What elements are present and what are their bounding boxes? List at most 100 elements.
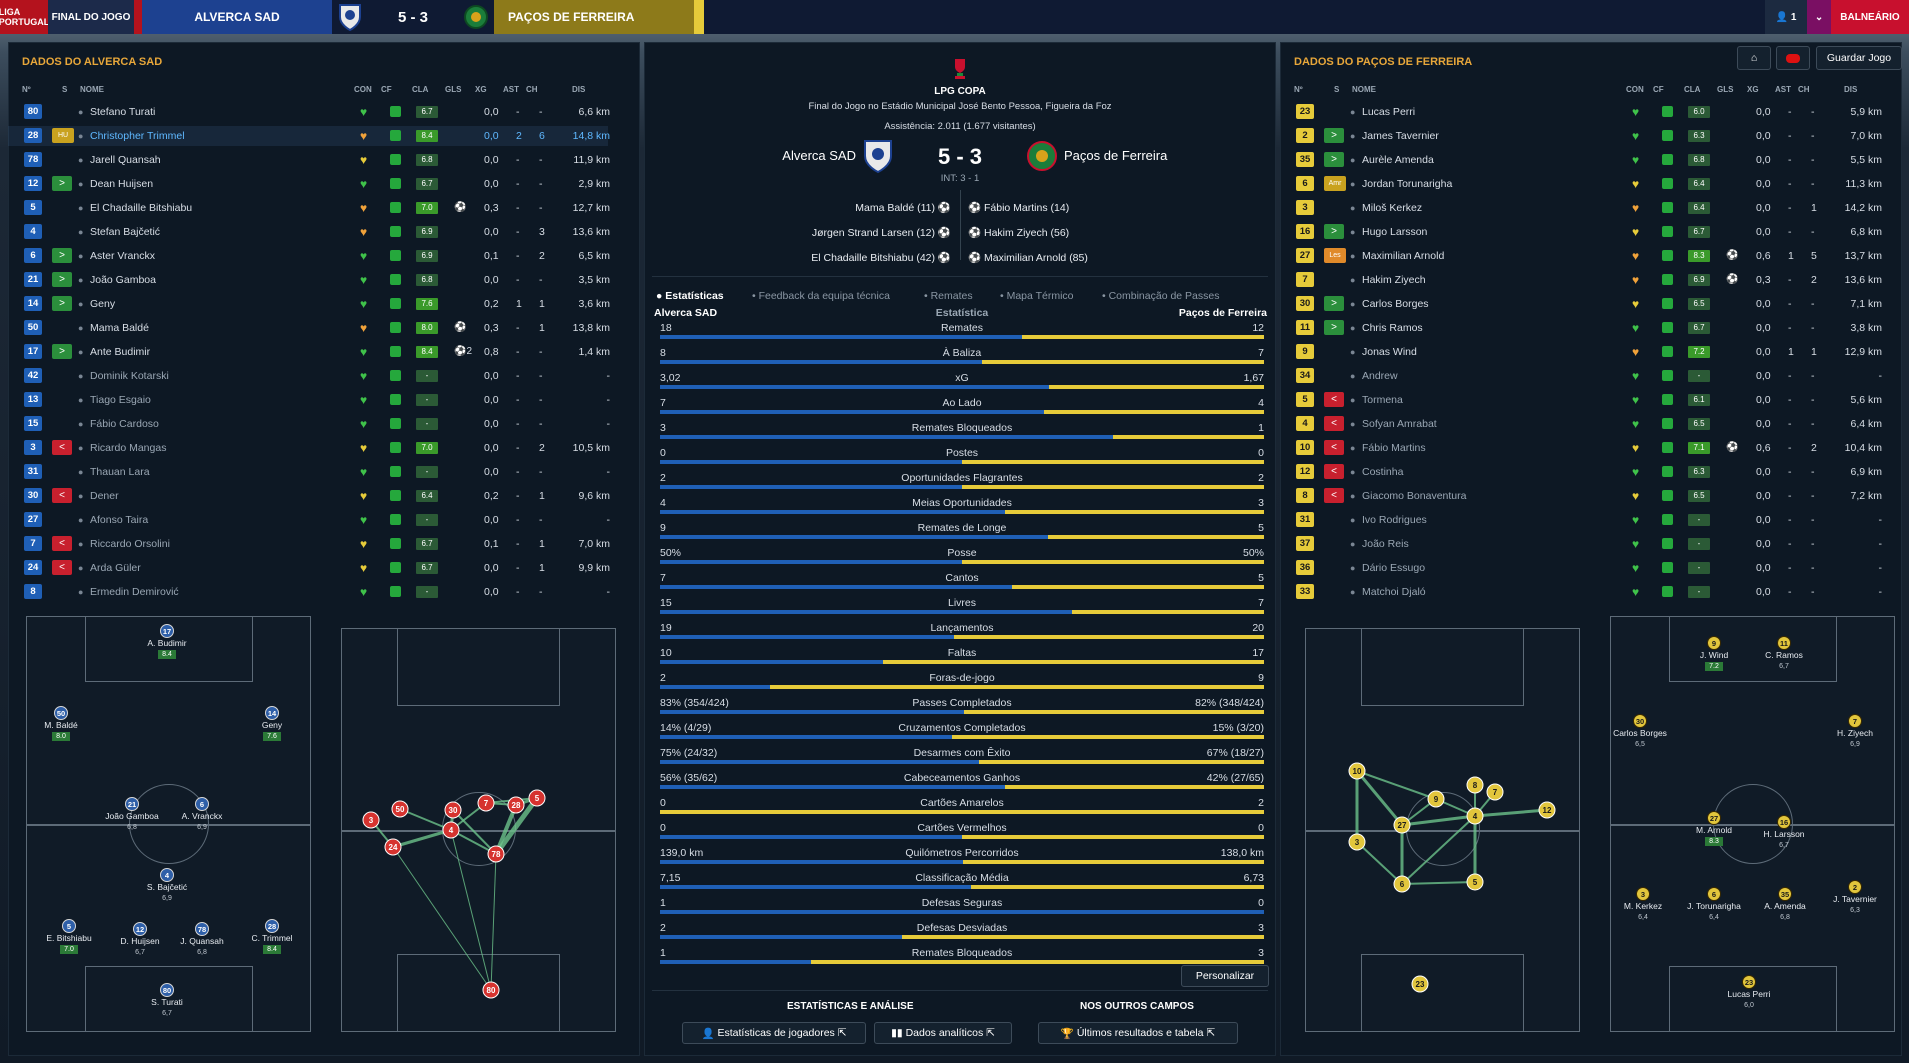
pass-node[interactable]: 3 [1348,833,1366,851]
player-row[interactable]: 4 ● Stefan Bajčetić ♥ 6.9 0,0 - 3 13,6 km [8,222,610,242]
home-scorer[interactable]: Jørgen Strand Larsen (12) ⚽ [811,227,951,239]
formation-player[interactable]: 5 E. Bitshiabu 7.0 [29,919,109,954]
pass-node[interactable]: 12 [1538,801,1556,819]
personalize-button[interactable]: Personalizar [1181,965,1269,987]
analytics-button[interactable]: ▮▮ Dados analíticos ⇱ [874,1022,1012,1044]
player-row[interactable]: 15 ● Fábio Cardoso ♥ - 0,0 - - - [8,414,610,434]
player-name[interactable]: James Tavernier [1362,130,1439,142]
formation-player[interactable]: 35 A. Amenda 6,8 [1745,887,1825,922]
player-row[interactable]: 24 < ● Arda Güler ♥ 6.7 0,0 - 1 9,9 km [8,558,610,578]
save-game-button[interactable]: Guardar Jogo [1816,46,1902,70]
player-row[interactable]: 8 ● Ermedin Demirović ♥ - 0,0 - - - [8,582,610,602]
player-name[interactable]: Arda Güler [90,562,141,574]
pass-node[interactable]: 24 [384,838,402,856]
formation-player[interactable]: 50 M. Baldé 8.0 [21,706,101,741]
formation-player[interactable]: 4 S. Bajčetić 6,9 [127,868,207,903]
player-name[interactable]: Fábio Martins [1362,442,1426,454]
column-header-ast[interactable]: AST [1775,85,1791,94]
formation-player[interactable]: 27 M. Arnold 8.3 [1674,811,1754,846]
formation-player[interactable]: 28 C. Trimmel 8.4 [232,919,312,954]
away-team-name[interactable]: PAÇOS DE FERREIRA [494,0,694,34]
player-row[interactable]: 4 < ● Sofyan Amrabat ♥ 6.5 0,0 - - 6,4 km [1280,414,1882,434]
player-name[interactable]: Thauan Lara [90,466,150,478]
player-name[interactable]: Giacomo Bonaventura [1362,490,1467,502]
player-row[interactable]: 7 ● Hakim Ziyech ♥ 6.9 ⚽ 0,3 - 2 13,6 km [1280,270,1882,290]
formation-player[interactable]: 30 Carlos Borges 6,5 [1600,714,1680,749]
player-name[interactable]: Hugo Larsson [1362,226,1428,238]
formation-player[interactable]: 23 Lucas Perri 6,0 [1709,975,1789,1010]
player-name[interactable]: João Gamboa [90,274,156,286]
column-header-s[interactable]: S [62,85,68,94]
player-name[interactable]: Tiago Esgaio [90,394,151,406]
player-name[interactable]: Ante Budimir [90,346,151,358]
player-name[interactable]: Christopher Trimmel [90,130,185,142]
player-name[interactable]: Ermedin Demirović [90,586,179,598]
home-scorer[interactable]: El Chadaille Bitshiabu (42) ⚽ [811,252,951,264]
player-row[interactable]: 5 ● El Chadaille Bitshiabu ♥ 7.0 ⚽ 0,3 - - 12,7 k… [8,198,610,218]
player-name[interactable]: Maximilian Arnold [1362,250,1445,262]
player-row[interactable]: 12 < ● Costinha ♥ 6.3 0,0 - - 6,9 km [1280,462,1882,482]
player-name[interactable]: Aurèle Amenda [1362,154,1434,166]
player-row[interactable]: 6 Amr ● Jordan Torunarigha ♥ 6.4 0,0 - - 11,3 km [1280,174,1882,194]
pass-node[interactable]: 78 [487,845,505,863]
pass-node[interactable]: 10 [1348,762,1366,780]
formation-player[interactable]: 80 S. Turati 6,7 [127,983,207,1018]
player-row[interactable]: 33 ● Matchoi Djaló ♥ - 0,0 - - - [1280,582,1882,602]
player-name[interactable]: Mama Baldé [90,322,149,334]
player-name[interactable]: Carlos Borges [1362,298,1429,310]
tab-combinação[interactable]: • Combinação de Passes [1102,290,1220,302]
column-header-cla[interactable]: CLA [1684,85,1701,94]
column-header-ch[interactable]: CH [1798,85,1810,94]
player-name[interactable]: Jordan Torunarigha [1362,178,1453,190]
player-row[interactable]: 3 ● Miloš Kerkez ♥ 6.4 0,0 - 1 14,2 km [1280,198,1882,218]
player-row[interactable]: 34 ● Andrew ♥ - 0,0 - - - [1280,366,1882,386]
flag-button[interactable] [1776,46,1810,70]
player-name[interactable]: Fábio Cardoso [90,418,159,430]
dressing-room-button[interactable]: BALNEÁRIO [1831,0,1909,34]
formation-player[interactable]: 78 J. Quansah 6,8 [162,922,242,957]
pass-node[interactable]: 6 [1393,875,1411,893]
home-button[interactable]: ⌂ [1737,46,1771,70]
player-name[interactable]: Aster Vranckx [90,250,155,262]
pass-node[interactable]: 27 [1393,816,1411,834]
player-row[interactable]: 14 > ● Geny ♥ 7.6 0,2 1 1 3,6 km [8,294,610,314]
player-name[interactable]: Ricardo Mangas [90,442,167,454]
column-header-xg[interactable]: XG [1747,85,1759,94]
player-row[interactable]: 31 ● Thauan Lara ♥ - 0,0 - - - [8,462,610,482]
column-header-xg[interactable]: XG [475,85,487,94]
player-row[interactable]: 37 ● João Reis ♥ - 0,0 - - - [1280,534,1882,554]
player-name[interactable]: Andrew [1362,370,1398,382]
player-row[interactable]: 3 < ● Ricardo Mangas ♥ 7.0 0,0 - 2 10,5 km [8,438,610,458]
formation-player[interactable]: 6 A. Vranckx 6,9 [162,797,242,832]
formation-player[interactable]: 2 J. Tavernier 6,3 [1815,880,1895,915]
player-row[interactable]: 9 ● Jonas Wind ♥ 7.2 0,0 1 1 12,9 km [1280,342,1882,362]
tab-mapa[interactable]: • Mapa Térmico [1000,290,1074,302]
player-row[interactable]: 27 ● Afonso Taira ♥ - 0,0 - - - [8,510,610,530]
player-row[interactable]: 30 > ● Carlos Borges ♥ 6.5 0,0 - - 7,1 km [1280,294,1882,314]
pass-node[interactable]: 9 [1427,790,1445,808]
formation-player[interactable]: 17 A. Budimir 8.4 [127,624,207,659]
player-row[interactable]: 16 > ● Hugo Larsson ♥ 6.7 0,0 - - 6,8 km [1280,222,1882,242]
column-header-gls[interactable]: GLS [1717,85,1734,94]
pass-node[interactable]: 28 [507,796,525,814]
column-header-ch[interactable]: CH [526,85,538,94]
formation-player[interactable]: 16 H. Larsson 6,7 [1744,815,1824,850]
player-name[interactable]: Geny [90,298,116,310]
formation-player[interactable]: 7 H. Ziyech 6,9 [1815,714,1895,749]
player-name[interactable]: Matchoi Djaló [1362,586,1426,598]
player-row[interactable]: 10 < ● Fábio Martins ♥ 7.1 ⚽ 0,6 - 2 10,4 km [1280,438,1882,458]
column-header-con[interactable]: CON [1626,85,1644,94]
player-name[interactable]: Lucas Perri [1362,106,1416,118]
column-header-dis[interactable]: DIS [1844,85,1858,94]
home-team-name[interactable]: ALVERCA SAD [142,0,332,34]
player-name[interactable]: Afonso Taira [90,514,149,526]
player-name[interactable]: Ivo Rodrigues [1362,514,1427,526]
formation-player[interactable]: 3 M. Kerkez 6,4 [1603,887,1683,922]
pass-node[interactable]: 8 [1466,776,1484,794]
pass-node[interactable]: 23 [1411,975,1429,993]
player-row[interactable]: 7 < ● Riccardo Orsolini ♥ 6.7 0,1 - 1 7,0 km [8,534,610,554]
pass-node[interactable]: 50 [391,800,409,818]
column-header-s[interactable]: S [1334,85,1340,94]
pass-node[interactable]: 30 [444,801,462,819]
column-header-ast[interactable]: AST [503,85,519,94]
